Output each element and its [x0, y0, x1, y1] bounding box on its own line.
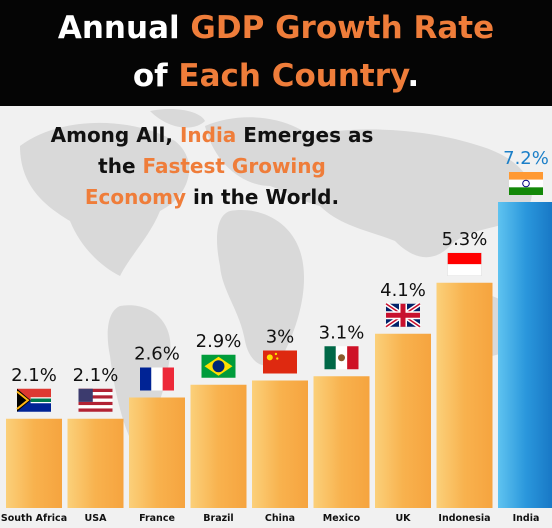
brazil-flag-icon — [201, 354, 236, 378]
value-label-indonesia: 5.3% — [442, 229, 488, 250]
category-label-uk: UK — [395, 513, 411, 524]
subtitle-line-2: the Fastest Growing — [22, 151, 402, 182]
india-flag-icon — [509, 172, 543, 195]
title-accent-2: Each Country — [178, 58, 408, 94]
value-label-uk: 4.1% — [380, 280, 426, 301]
bar-brazil — [190, 384, 247, 508]
bar-uk — [375, 333, 431, 508]
category-label-mexico: Mexico — [323, 513, 361, 524]
title-text-2: of — [132, 58, 179, 94]
bar-france — [129, 397, 185, 508]
category-label-brazil: Brazil — [203, 513, 233, 524]
value-label-india: 7.2% — [503, 148, 549, 169]
usa-flag-icon — [78, 388, 113, 412]
subtitle-text-4: in the World. — [186, 185, 340, 209]
category-label-india: India — [513, 513, 540, 524]
bar-indonesia — [436, 282, 493, 508]
subtitle-accent-2: Fastest Growing — [142, 154, 326, 178]
title-text: Annual — [57, 10, 191, 46]
value-label-mexico: 3.1% — [319, 322, 365, 343]
mexico-flag-icon — [324, 346, 359, 370]
title-period: . — [407, 58, 420, 94]
category-label-south-africa: South Africa — [1, 513, 67, 524]
china-flag-icon — [263, 350, 297, 374]
category-label-indonesia: Indonesia — [438, 513, 490, 524]
france-flag-icon — [140, 367, 174, 391]
value-label-brazil: 2.9% — [196, 331, 242, 352]
category-label-france: France — [139, 513, 175, 524]
value-label-usa: 2.1% — [73, 365, 119, 386]
bar-china — [252, 380, 308, 508]
title-line-1: Annual GDP Growth Rate — [0, 8, 552, 48]
subtitle-text-3: the — [98, 154, 143, 178]
subtitle-text-1: Among All, — [50, 123, 180, 147]
bar-mexico — [313, 376, 370, 508]
subtitle-line-1: Among All, India Emerges as — [22, 120, 402, 151]
category-label-china: China — [265, 513, 295, 524]
bar-usa — [67, 418, 124, 508]
bar-india — [498, 202, 552, 508]
value-label-france: 2.6% — [134, 344, 180, 365]
subtitle-accent-1: India — [179, 123, 237, 147]
indonesia-flag-icon — [447, 252, 482, 276]
subtitle-accent-3: Economy — [84, 185, 187, 209]
title-banner: Annual GDP Growth Rate of Each Country. — [0, 0, 552, 106]
subtitle: Among All, India Emerges as the Fastest … — [22, 120, 402, 213]
title-line-2: of Each Country. — [0, 56, 552, 96]
value-label-south-africa: 2.1% — [11, 365, 57, 386]
category-label-usa: USA — [85, 513, 108, 524]
uk-flag-icon — [384, 301, 422, 329]
value-label-china: 3% — [266, 327, 295, 348]
bar-south-africa — [6, 418, 62, 508]
subtitle-text-2: Emerges as — [236, 123, 374, 147]
title-accent: GDP Growth Rate — [190, 10, 495, 46]
south-africa-flag-icon — [16, 388, 51, 412]
subtitle-line-3: Economy in the World. — [22, 182, 402, 213]
